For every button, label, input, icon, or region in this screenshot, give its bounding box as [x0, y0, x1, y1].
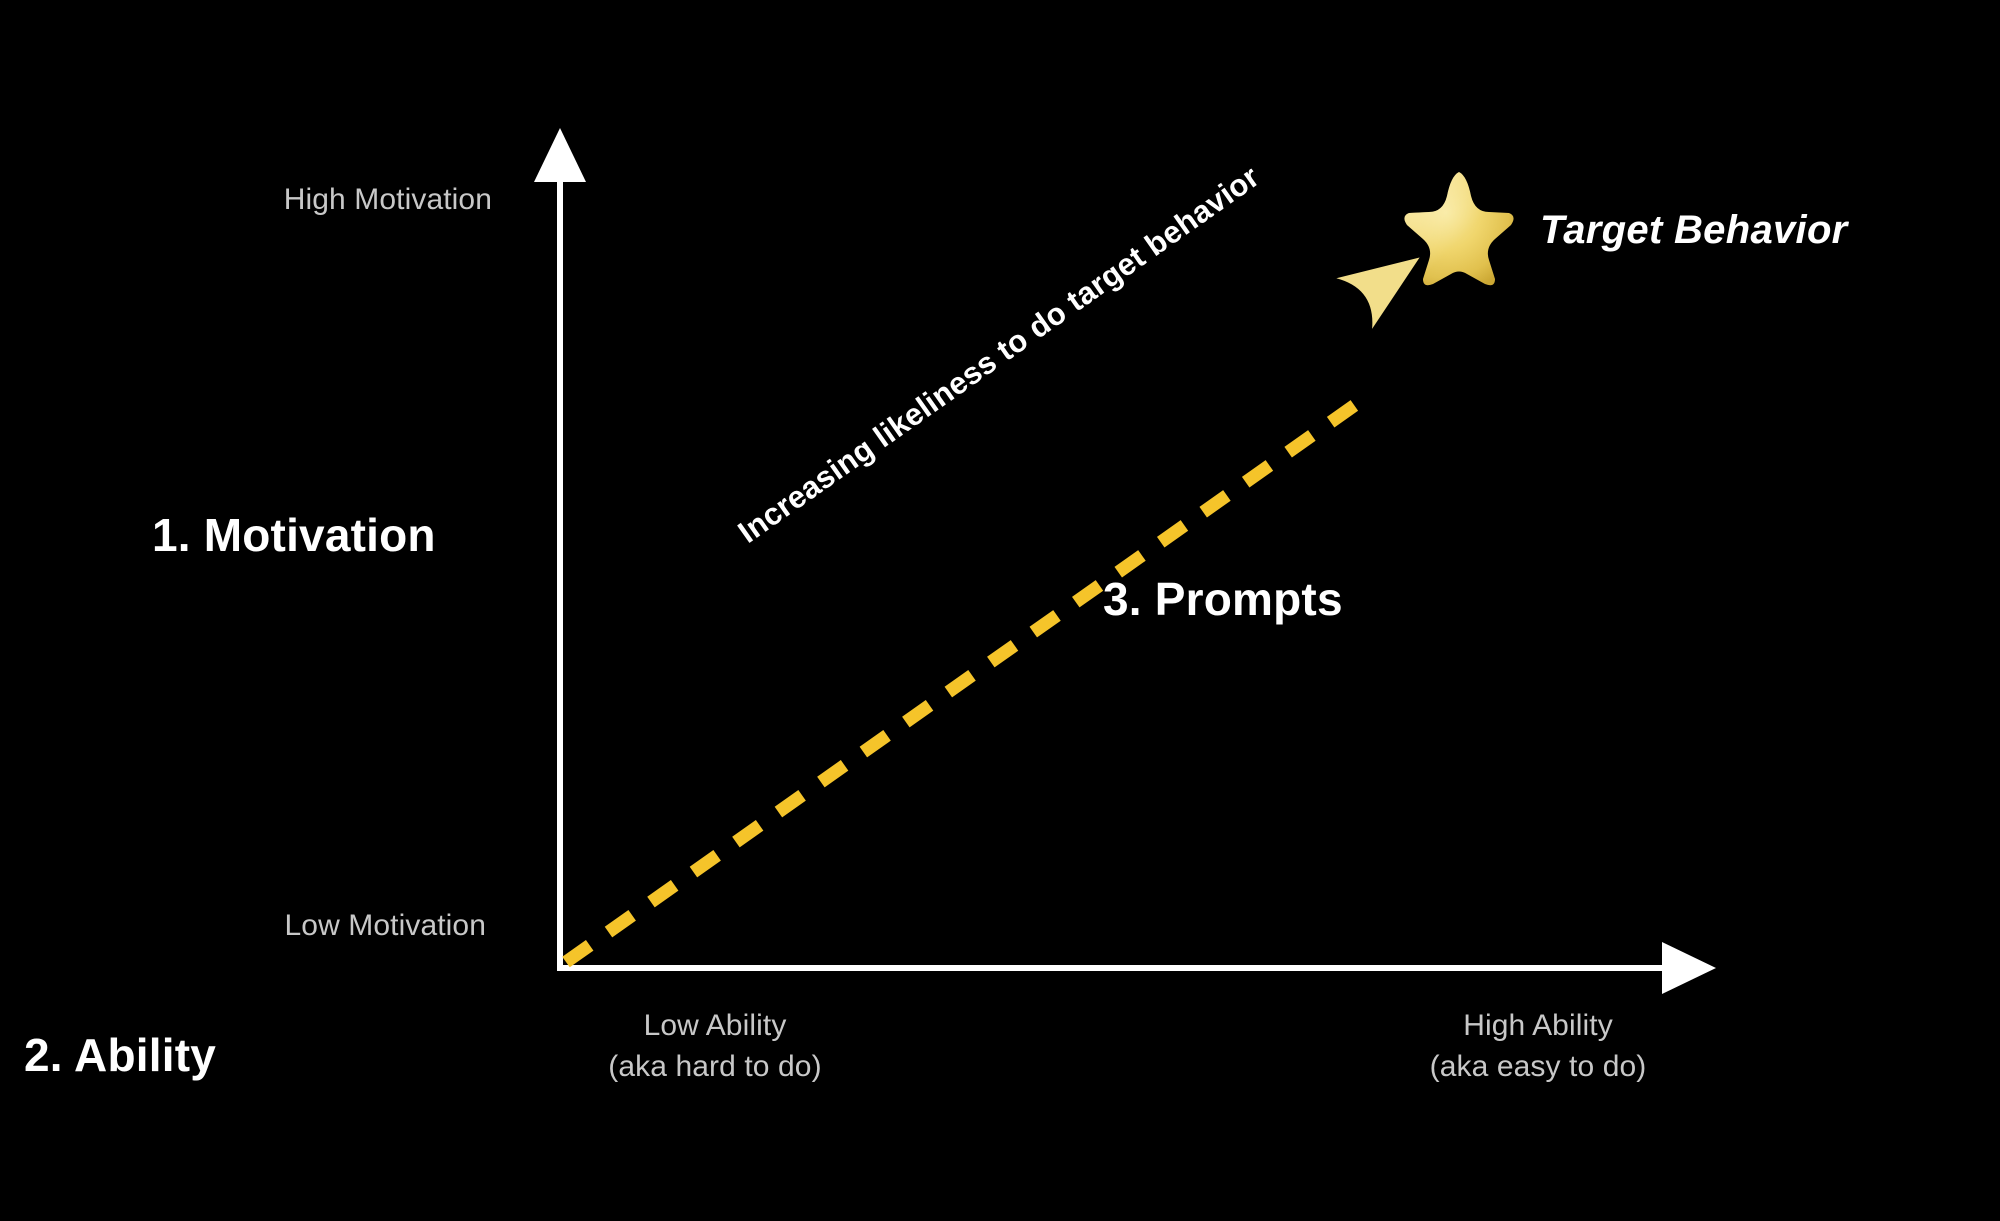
x-axis-arrowhead — [1662, 942, 1716, 994]
star-icon — [1399, 166, 1519, 290]
y-axis-high-label: High Motivation — [283, 183, 492, 216]
ability-axis-title: 2. Ability — [24, 1029, 216, 1081]
y-axis-line — [557, 155, 563, 971]
x-axis-high-label-group: High Ability (aka easy to do) — [1408, 1006, 1668, 1087]
action-line-caption: Increasing likeliness to do target behav… — [731, 158, 1266, 550]
x-axis-low-label: Low Ability — [643, 1009, 787, 1042]
x-axis-high-label: High Ability — [1463, 1009, 1613, 1042]
x-axis-high-sub-label: (aka easy to do) — [1429, 1049, 1647, 1083]
x-axis-low-label-group: Low Ability (aka hard to do) — [585, 1006, 845, 1087]
target-behavior-label: Target Behavior — [1540, 208, 1848, 252]
y-axis-low-label: Low Motivation — [284, 909, 486, 942]
x-axis-line — [557, 965, 1677, 971]
x-axis-low-sub-label: (aka hard to do) — [608, 1049, 822, 1083]
action-dashed-line — [562, 399, 1359, 968]
ability-axis-title-wrap: 2. Ability — [0, 1028, 1120, 1082]
prompts-title: 3. Prompts — [1103, 573, 1343, 625]
y-axis-arrowhead — [534, 128, 586, 182]
motivation-axis-title: 1. Motivation — [152, 509, 436, 561]
